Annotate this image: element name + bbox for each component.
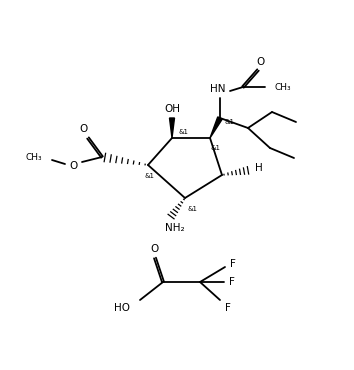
Text: &1: &1	[211, 145, 221, 151]
Text: F: F	[230, 259, 236, 269]
Text: CH₃: CH₃	[25, 152, 42, 161]
Text: F: F	[225, 303, 231, 313]
Text: CH₃: CH₃	[275, 83, 292, 91]
Text: F: F	[229, 277, 235, 287]
Text: &1: &1	[188, 206, 198, 212]
Text: HO: HO	[114, 303, 130, 313]
Text: O: O	[69, 161, 77, 171]
Text: O: O	[151, 244, 159, 254]
Text: &1: &1	[145, 173, 155, 179]
Text: &1: &1	[179, 129, 189, 135]
Polygon shape	[210, 117, 222, 138]
Text: NH₂: NH₂	[165, 223, 185, 233]
Text: OH: OH	[164, 104, 180, 114]
Text: &1: &1	[225, 119, 235, 125]
Text: HN: HN	[210, 84, 226, 94]
Text: H: H	[255, 163, 263, 173]
Text: O: O	[79, 124, 87, 134]
Text: O: O	[257, 57, 265, 67]
Polygon shape	[170, 118, 175, 138]
